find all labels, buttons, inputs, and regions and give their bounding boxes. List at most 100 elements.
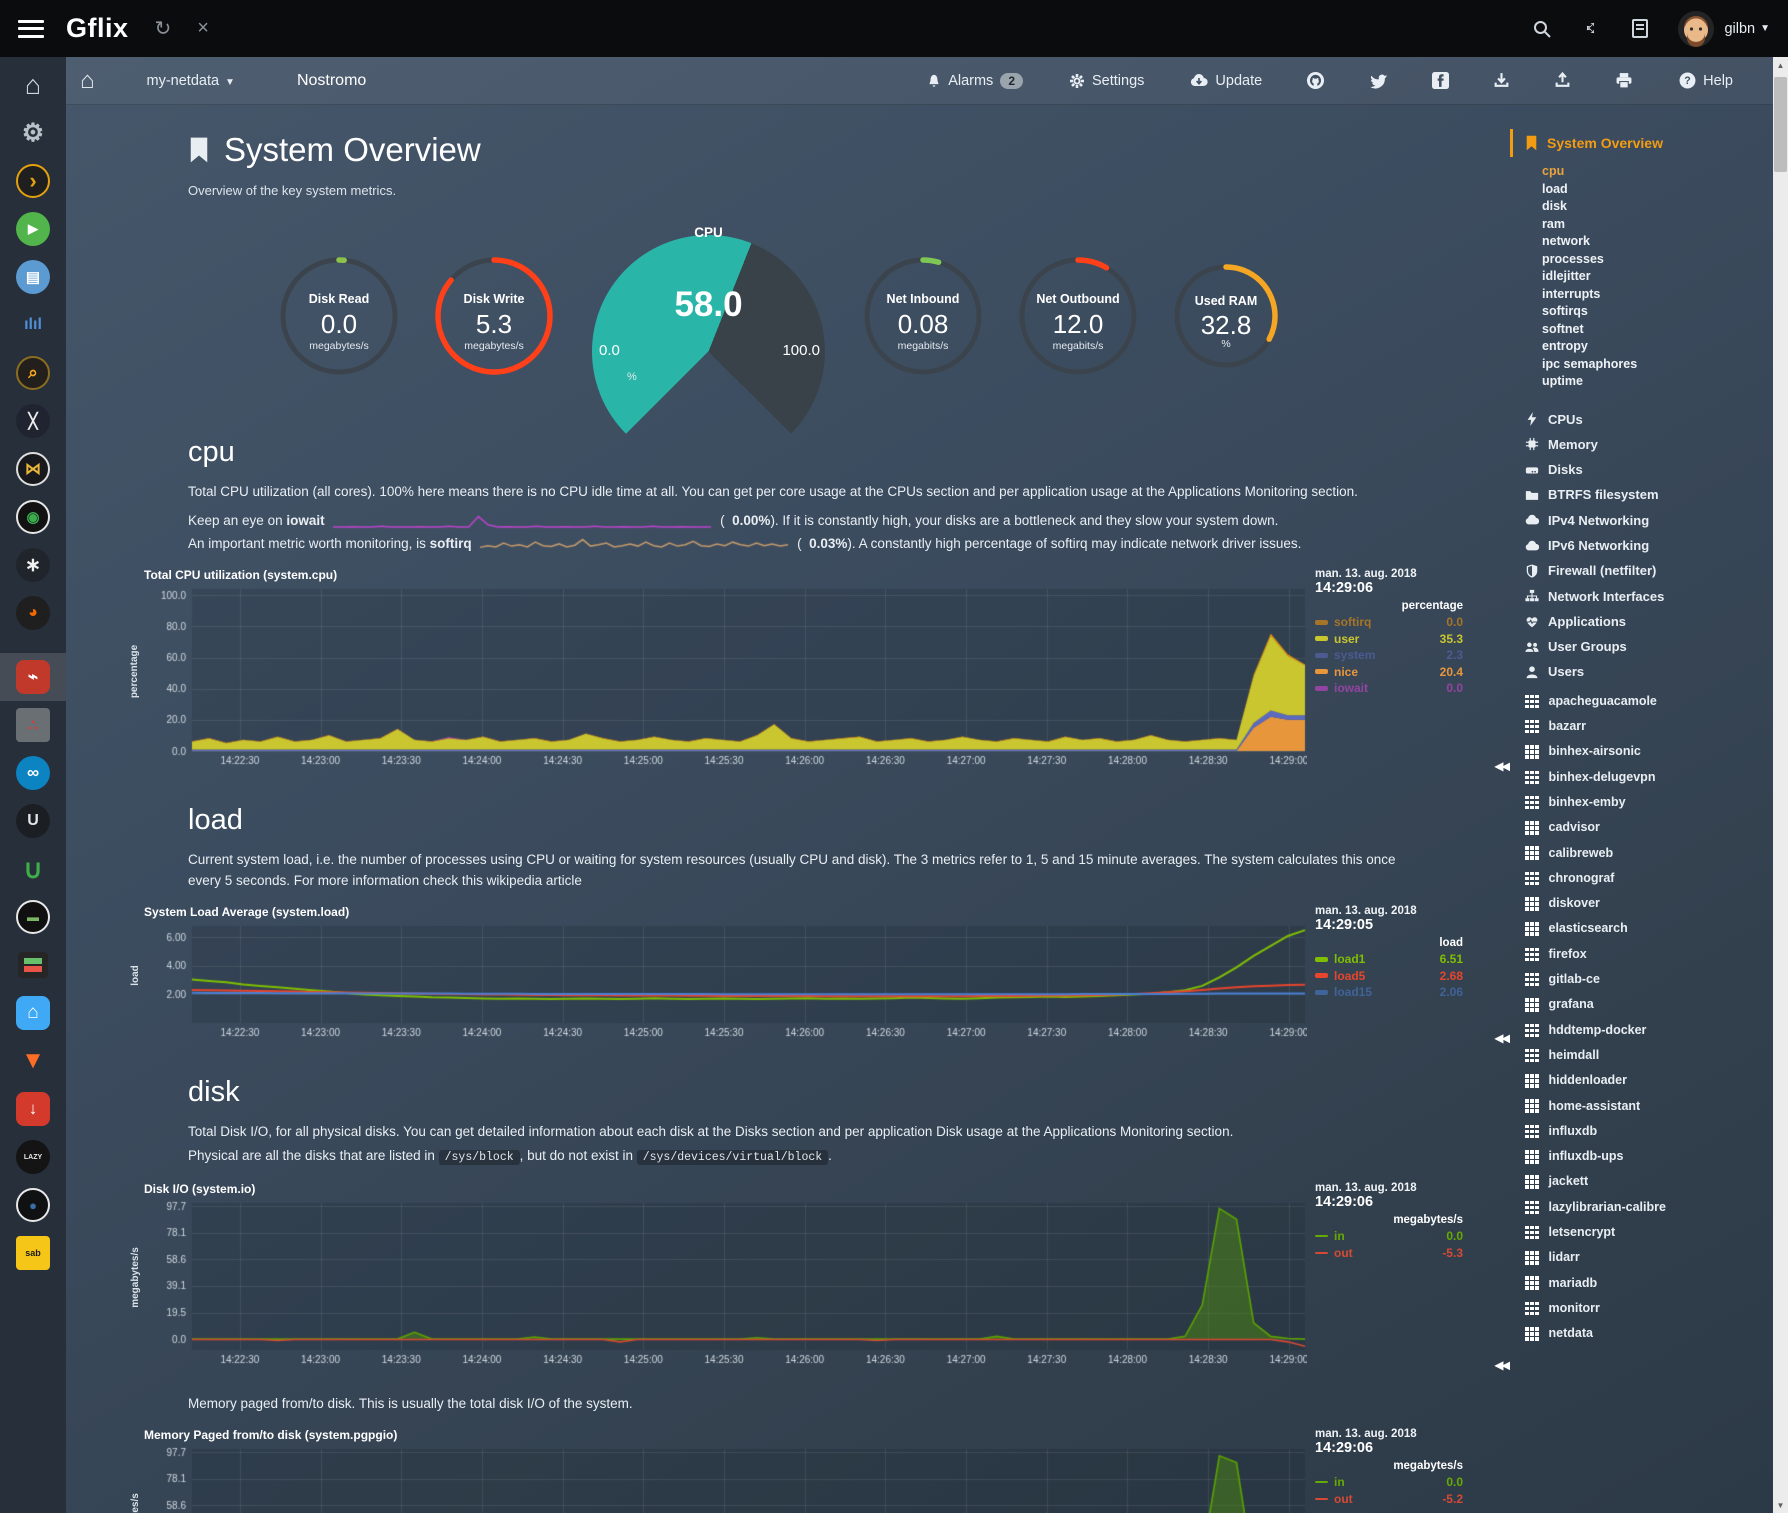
app-kodi[interactable]: ⋈ [0, 445, 66, 493]
sidebar-app-heimdall[interactable]: heimdall [1525, 1043, 1773, 1068]
app-ombi[interactable]: ╳ [0, 397, 66, 445]
search-icon[interactable] [1532, 19, 1552, 39]
close-tab-icon[interactable]: × [197, 17, 209, 39]
sidebar-app-apacheguacamole[interactable]: apacheguacamole [1525, 689, 1773, 714]
update-button[interactable]: Update [1190, 73, 1262, 89]
app-gitlab[interactable]: ▼ [0, 1037, 66, 1085]
sidebar-section-memory[interactable]: Memory [1525, 432, 1773, 457]
refresh-tab-icon[interactable]: ↻ [154, 18, 172, 40]
scroll-up-arrow[interactable]: ▲ [1776, 60, 1785, 70]
netdata-host-dropdown[interactable]: my-netdata ▼ [146, 72, 235, 89]
changelog-icon[interactable] [1632, 19, 1649, 38]
app-lazylibrarian[interactable]: LAZY [0, 1133, 66, 1181]
sidebar-link-uptime[interactable]: uptime [1542, 374, 1583, 388]
netdata-home-icon[interactable]: ⌂ [80, 66, 95, 94]
sidebar-app-influxdb[interactable]: influxdb [1525, 1119, 1773, 1144]
fullscreen-icon[interactable]: ↔ ↔ [1580, 14, 1606, 41]
sidebar-app-grafana[interactable]: grafana [1525, 992, 1773, 1017]
sidebar-app-letsencrypt[interactable]: letsencrypt [1525, 1220, 1773, 1245]
sidebar-link-interrupts[interactable]: interrupts [1542, 286, 1601, 301]
settings-button-netdata[interactable]: Settings [1069, 73, 1144, 89]
pan-back-button[interactable]: ◀◀ [1494, 1030, 1510, 1045]
sidebar-link-softirqs[interactable]: softirqs [1542, 304, 1588, 318]
sidebar-section-disks[interactable]: Disks [1525, 457, 1773, 482]
facebook-icon[interactable] [1432, 72, 1450, 89]
legend-user[interactable]: user 35.3 [1315, 631, 1465, 648]
legend-softirq[interactable]: softirq 0.0 [1315, 614, 1465, 631]
sidebar-app-lazylibrarian-calibre[interactable]: lazylibrarian-calibre [1525, 1195, 1773, 1220]
sidebar-app-netdata[interactable]: netdata [1525, 1321, 1773, 1346]
gauge-cpu[interactable]: CPU 58.0 0.0 100.0% [591, 225, 826, 468]
github-icon[interactable] [1306, 71, 1325, 90]
chart-load-canvas[interactable] [144, 922, 1307, 1041]
sidebar-link-processes[interactable]: processes [1542, 251, 1604, 266]
app-deluge[interactable]: ● [0, 1181, 66, 1229]
sidebar-app-hddtemp-docker[interactable]: hddtemp-docker [1525, 1018, 1773, 1043]
scrollbar-thumb[interactable] [1774, 77, 1787, 172]
alarms-button[interactable]: Alarms 2 [927, 72, 1023, 89]
app-plex[interactable]: › [0, 157, 66, 205]
sidebar-link-network[interactable]: network [1542, 234, 1590, 248]
sidebar-link-ram[interactable]: ram [1542, 216, 1565, 231]
sidebar-link-softnet[interactable]: softnet [1542, 321, 1584, 336]
sidebar-section-user-groups[interactable]: User Groups [1525, 634, 1773, 659]
sidebar-link-disk[interactable]: disk [1542, 199, 1568, 213]
app-airsonic[interactable]: ılıl [0, 301, 66, 349]
sidebar-app-diskover[interactable]: diskover [1525, 891, 1773, 916]
iowait-sparkline[interactable] [332, 513, 713, 530]
sidebar-app-calibreweb[interactable]: calibreweb [1525, 841, 1773, 866]
sidebar-app-hiddenloader[interactable]: hiddenloader [1525, 1068, 1773, 1093]
sidebar-app-elasticsearch[interactable]: elasticsearch [1525, 916, 1773, 941]
import-icon[interactable] [1493, 72, 1510, 89]
sidebar-link-entropy[interactable]: entropy [1542, 339, 1588, 353]
sidebar-link-cpu[interactable]: cpu [1542, 164, 1565, 178]
legend-load15[interactable]: load15 2.06 [1315, 984, 1465, 1001]
app-unraid[interactable]: U [0, 797, 66, 845]
app-monitorr[interactable] [0, 941, 66, 989]
app-downloader[interactable]: ↓ [0, 1085, 66, 1133]
chart-mem-canvas[interactable] [144, 1445, 1307, 1513]
gauge-net-outbound[interactable]: Net Outbound 12.0 megabits/s [1017, 255, 1139, 377]
sidebar-system-overview[interactable]: System Overview [1510, 129, 1773, 157]
legend-in[interactable]: in 0.0 [1315, 1474, 1465, 1491]
sidebar-section-firewall-netfilter-[interactable]: Firewall (netfilter) [1525, 558, 1773, 583]
app-netdata[interactable]: ⌁ [0, 653, 66, 701]
gauge-disk-read[interactable]: Disk Read 0.0 megabytes/s [278, 255, 400, 377]
sidebar-link-load[interactable]: load [1542, 181, 1568, 196]
pan-back-button[interactable]: ◀◀ [1494, 758, 1510, 773]
sidebar-section-btrfs-filesystem[interactable]: BTRFS filesystem [1525, 482, 1773, 507]
legend-out[interactable]: out -5.3 [1315, 1245, 1465, 1262]
sidebar-app-bazarr[interactable]: bazarr [1525, 714, 1773, 739]
sidebar-app-chronograf[interactable]: chronograf [1525, 866, 1773, 891]
app-nextcloud[interactable]: ∞ [0, 749, 66, 797]
twitter-icon[interactable] [1369, 73, 1388, 89]
legend-iowait[interactable]: iowait 0.0 [1315, 680, 1465, 697]
sidebar-app-jackett[interactable]: jackett [1525, 1169, 1773, 1194]
sidebar-app-monitorr[interactable]: monitorr [1525, 1296, 1773, 1321]
sidebar-app-binhex-airsonic[interactable]: binhex-airsonic [1525, 739, 1773, 764]
hamburger-menu-icon[interactable] [18, 19, 44, 38]
app-network-nodes[interactable]: ∗ [0, 541, 66, 589]
legend-load5[interactable]: load5 2.68 [1315, 968, 1465, 985]
app-utorrent-green[interactable]: ∪ [0, 845, 66, 893]
app-library[interactable]: ▤ [0, 253, 66, 301]
sidebar-app-mariadb[interactable]: mariadb [1525, 1271, 1773, 1296]
sidebar-link-idlejitter[interactable]: idlejitter [1542, 269, 1591, 283]
user-caret-icon[interactable]: ▼ [1760, 23, 1770, 34]
sidebar-section-users[interactable]: Users [1525, 659, 1773, 684]
gauge-net-inbound[interactable]: Net Inbound 0.08 megabits/s [862, 255, 984, 377]
sidebar-link-ipc-semaphores[interactable]: ipc semaphores [1542, 356, 1638, 371]
scroll-down-arrow[interactable]: ▼ [1776, 1500, 1785, 1510]
sidebar-section-applications[interactable]: Applications [1525, 609, 1773, 634]
sidebar-section-ipv6-networking[interactable]: IPv6 Networking [1525, 533, 1773, 558]
gauge-disk-write[interactable]: Disk Write 5.3 megabytes/s [433, 255, 555, 377]
app-grafana[interactable]: ◕ [0, 589, 66, 637]
sidebar-app-influxdb-ups[interactable]: influxdb-ups [1525, 1144, 1773, 1169]
page-scrollbar[interactable]: ▲ ▼ [1773, 57, 1788, 1513]
sidebar-section-cpus[interactable]: CPUs [1525, 407, 1773, 432]
sidebar-app-firefox[interactable]: firefox [1525, 942, 1773, 967]
app-sabnzbd[interactable]: sab [0, 1229, 66, 1277]
sidebar-app-cadvisor[interactable]: cadvisor [1525, 815, 1773, 840]
gauge-used-ram[interactable]: Used RAM 32.8% [1172, 262, 1280, 370]
legend-out[interactable]: out -5.2 [1315, 1491, 1465, 1508]
